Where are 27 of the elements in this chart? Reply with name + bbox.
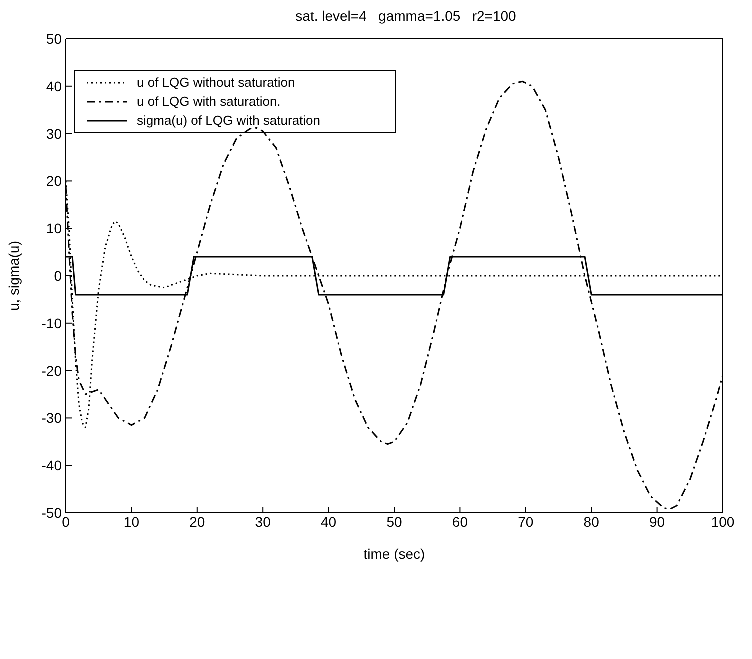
- y-axis-title: u, sigma(u): [6, 240, 22, 312]
- x-tick-label: 30: [255, 514, 272, 530]
- legend-label: u of LQG without saturation: [137, 75, 296, 90]
- y-tick-label: -20: [42, 362, 62, 379]
- y-tick-label: 50: [46, 30, 62, 47]
- x-tick-label: 70: [518, 514, 534, 530]
- y-tick-label: -30: [42, 410, 62, 426]
- x-tick-label: 100: [711, 514, 735, 530]
- chart-title: sat. level=4 gamma=1.05 r2=100: [294, 8, 518, 26]
- legend-label: u of LQG with saturation.: [137, 94, 281, 109]
- y-tick-label: 20: [46, 173, 62, 190]
- x-tick-label: 60: [452, 514, 468, 530]
- x-tick-label: 80: [584, 514, 600, 530]
- x-tick-label: 40: [321, 514, 337, 530]
- x-tick-label: 50: [386, 514, 402, 530]
- x-tick-label: 90: [650, 514, 666, 530]
- y-tick-label: -50: [42, 504, 62, 521]
- y-tick-label: -10: [42, 315, 62, 332]
- legend-label: sigma(u) of LQG with saturation: [137, 113, 321, 128]
- y-tick-label: 10: [46, 220, 62, 237]
- y-tick-label: 30: [46, 126, 62, 142]
- x-tick-label: 10: [124, 514, 140, 530]
- y-tick-label: -40: [42, 458, 62, 474]
- y-tick-label: 0: [54, 268, 62, 284]
- x-tick-label: 20: [190, 514, 206, 530]
- x-axis-title: time (sec): [364, 546, 426, 562]
- y-tick-label: 40: [46, 78, 62, 94]
